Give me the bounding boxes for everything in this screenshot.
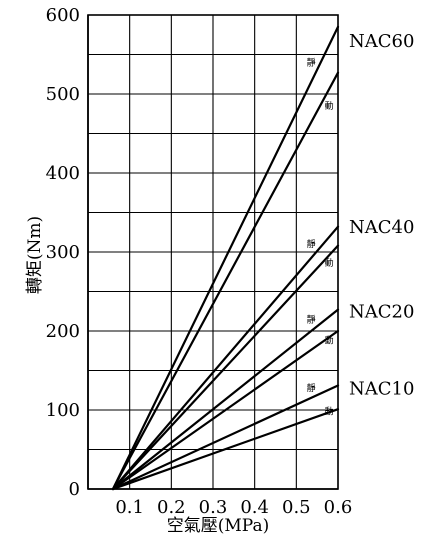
series-group (111, 25, 340, 491)
static-label: 靜 (307, 57, 316, 69)
y-axis-title: 轉矩(Nm) (25, 216, 45, 294)
static-label: 靜 (307, 313, 316, 325)
static-label: 靜 (307, 238, 316, 250)
series-line-nac40-static (111, 225, 340, 491)
series-line-nac40-dynamic (111, 244, 340, 491)
y-tick-label: 0 (69, 479, 80, 500)
dynamic-label: 動 (325, 336, 334, 347)
series-line-nac20-dynamic (111, 329, 340, 491)
dynamic-label: 動 (325, 258, 334, 269)
series-name-label: NAC10 (349, 378, 414, 399)
series-line-nac60-dynamic (111, 71, 340, 491)
series-name-label: NAC20 (349, 301, 414, 322)
y-tick-label: 600 (46, 5, 80, 26)
series-line-nac20-static (111, 308, 340, 491)
x-tick-label: 0.4 (240, 497, 269, 518)
grid (87, 14, 339, 490)
plot-frame (87, 14, 339, 490)
series-line-nac10-static (111, 384, 340, 491)
x-tick-label: 0.5 (282, 497, 311, 518)
series-line-nac60-static (111, 25, 340, 491)
y-tick-label: 100 (46, 400, 80, 421)
x-axis-title: 空氣壓(MPa) (167, 516, 269, 536)
y-tick-label: 300 (46, 242, 80, 263)
x-tick-label: 0.1 (115, 497, 144, 518)
series-line-nac10-dynamic (111, 408, 340, 491)
dynamic-label: 動 (325, 407, 334, 418)
series-name-label: NAC40 (349, 217, 414, 238)
y-tick-label: 400 (46, 163, 80, 184)
series-name-label: NAC60 (349, 31, 414, 52)
x-tick-label: 0.6 (324, 497, 353, 518)
y-tick-label: 500 (46, 84, 80, 105)
static-label: 靜 (307, 382, 316, 394)
dynamic-label: 動 (325, 101, 334, 112)
tick-labels: 0.1 0.2 0.3 0.4 0.5 0.6 0 100 200 300 400 500 600 (46, 5, 353, 518)
y-tick-label: 200 (46, 321, 80, 342)
x-tick-label: 0.2 (157, 497, 186, 518)
x-tick-label: 0.3 (199, 497, 228, 518)
